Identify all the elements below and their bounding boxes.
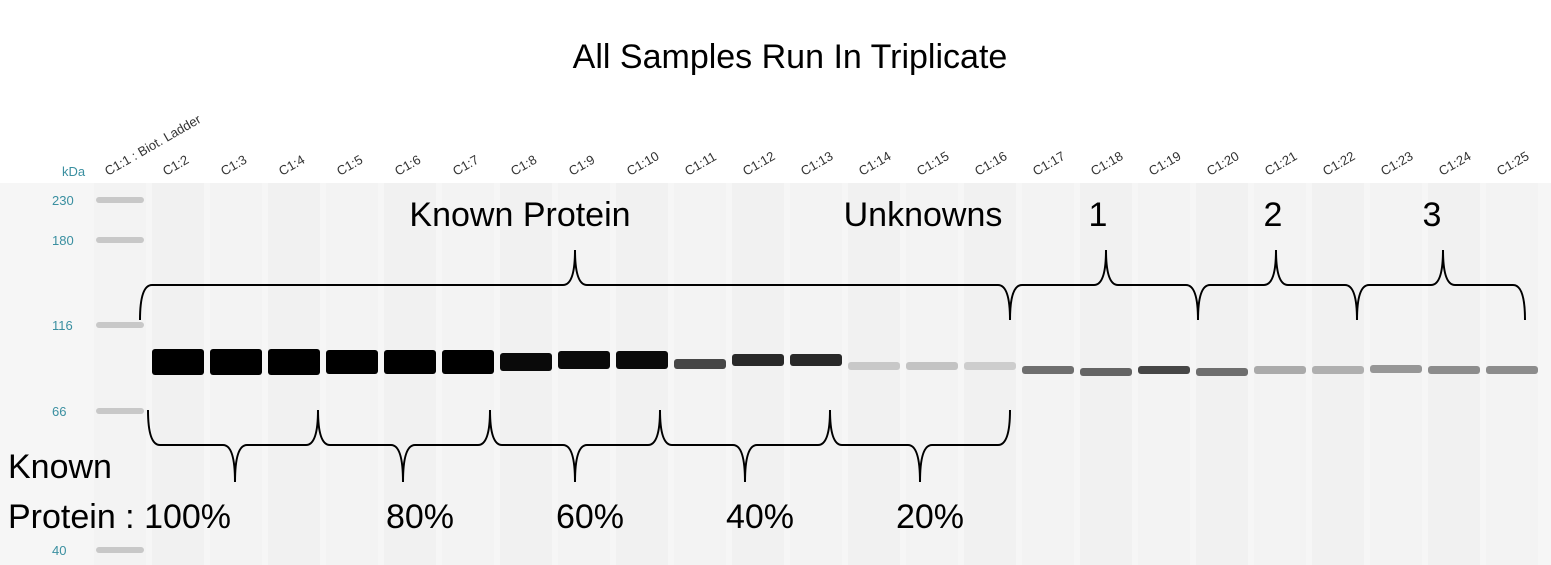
band	[268, 349, 320, 375]
known-label: Known	[8, 448, 112, 486]
gel-figure: kDa C1:1 : Biot. LadderC1:2 C1:3 C1:4 C1:5 C…	[0, 0, 1551, 565]
band	[500, 353, 552, 371]
band	[384, 350, 436, 374]
lane-label: C1:22	[1320, 148, 1358, 178]
marker-label: 230	[52, 193, 74, 208]
lane-label: C1:24	[1436, 148, 1474, 178]
lane-label: C1:11	[682, 149, 719, 179]
lane-label: C1:25	[1494, 148, 1532, 178]
band	[906, 362, 958, 370]
lane-label: C1:17	[1030, 148, 1068, 178]
lane-label: C1:6	[392, 152, 423, 179]
lane-label: C1:3	[218, 152, 249, 179]
percent-label: 20%	[896, 498, 964, 536]
lane-label: C1:14	[856, 148, 894, 178]
band	[1486, 366, 1538, 374]
band	[1022, 366, 1074, 374]
band	[442, 350, 494, 374]
band	[1138, 366, 1190, 374]
marker-label: 40	[52, 543, 66, 558]
lane	[964, 183, 1016, 565]
ladder-band	[96, 322, 144, 328]
lane-label: C1:16	[972, 148, 1010, 178]
lane	[1370, 183, 1422, 565]
lane-label: C1:13	[798, 148, 836, 178]
ladder-band	[96, 547, 144, 553]
group-label: 3	[1423, 196, 1442, 234]
percent-label: 60%	[556, 498, 624, 536]
band	[616, 351, 668, 369]
band	[964, 362, 1016, 370]
band	[1312, 366, 1364, 374]
axis-label: kDa	[62, 164, 86, 179]
band	[558, 351, 610, 369]
group-label: 2	[1264, 196, 1283, 234]
band	[674, 359, 726, 369]
lane	[790, 183, 842, 565]
title: All Samples Run In Triplicate	[573, 38, 1008, 76]
lane-label: C1:23	[1378, 148, 1416, 178]
marker-label: 116	[52, 318, 73, 333]
lane-label: C1:12	[740, 148, 778, 178]
lane	[500, 183, 552, 565]
group-label: 1	[1089, 196, 1108, 234]
band	[1254, 366, 1306, 374]
percent-label: 40%	[726, 498, 794, 536]
lane	[848, 183, 900, 565]
lane-label: C1:2	[160, 152, 191, 179]
lane-label: C1:1 : Biot. Ladder	[102, 111, 204, 179]
band	[848, 362, 900, 370]
lane-label: C1:18	[1088, 148, 1126, 178]
band	[1196, 368, 1248, 376]
band	[790, 354, 842, 366]
lane-label: C1:5	[334, 152, 365, 179]
lane-label: C1:19	[1146, 148, 1184, 178]
ladder-band	[96, 197, 144, 203]
lane-label: C1:9	[566, 152, 597, 179]
band	[326, 350, 378, 374]
lane-label: C1:15	[914, 148, 952, 178]
lane-label: C1:20	[1204, 148, 1242, 178]
lane-label: C1:10	[624, 148, 662, 178]
band	[732, 354, 784, 366]
band	[1370, 365, 1422, 373]
lane-label: C1:21	[1262, 148, 1300, 178]
lane-label: C1:7	[450, 152, 481, 179]
known-protein-label: Known Protein	[409, 196, 630, 234]
concentration-label: Protein : 100%	[8, 498, 231, 536]
ladder-band	[96, 237, 144, 243]
band	[1080, 368, 1132, 376]
lane-label: C1:4	[276, 152, 307, 179]
band	[210, 349, 262, 375]
percent-label: 80%	[386, 498, 454, 536]
lane	[674, 183, 726, 565]
unknowns-label: Unknowns	[844, 196, 1003, 234]
ladder-band	[96, 408, 144, 414]
marker-label: 180	[52, 233, 74, 248]
band	[1428, 366, 1480, 374]
band	[152, 349, 204, 375]
marker-label: 66	[52, 404, 66, 419]
lane-label: C1:8	[508, 152, 539, 179]
